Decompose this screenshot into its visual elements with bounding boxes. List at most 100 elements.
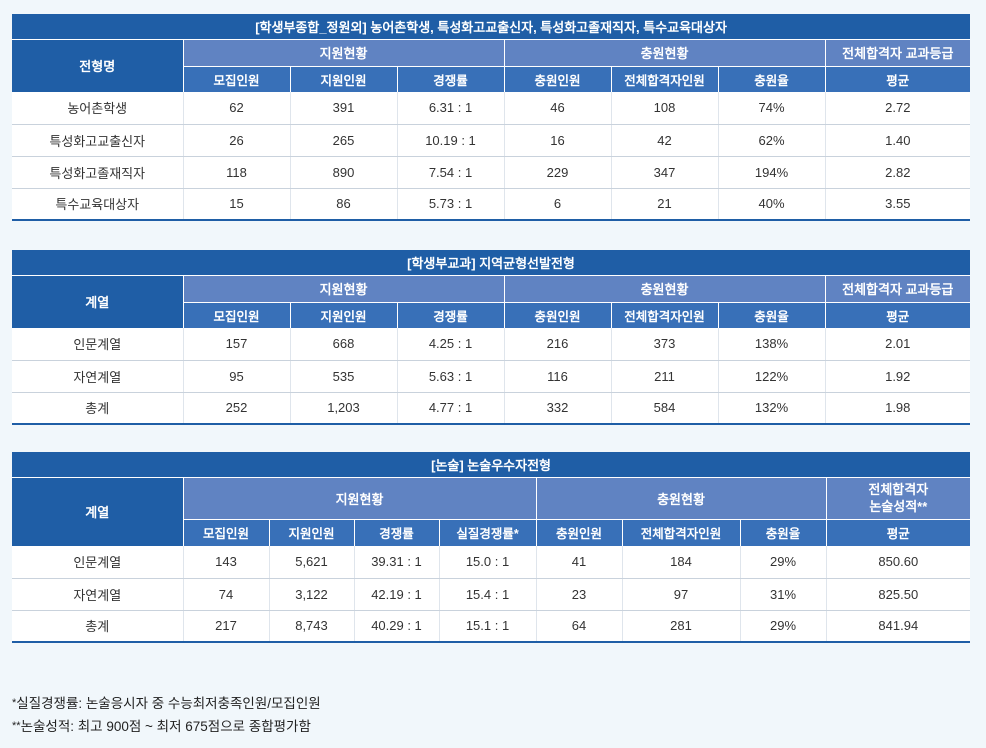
cell: 인문계열 <box>12 328 183 361</box>
cell: 40% <box>717 188 825 221</box>
subheader: 평균 <box>825 518 971 546</box>
cell: 116 <box>503 360 611 393</box>
subheader: 전체합격자인원 <box>610 301 718 328</box>
cell: 6.31 : 1 <box>396 92 504 125</box>
cell: 74% <box>717 92 825 125</box>
cell: 총계 <box>12 392 183 425</box>
cell: 6 <box>503 188 611 221</box>
group-header-fill: 충원현황 <box>535 476 826 519</box>
footnote-essay-score: **논술성적: 최고 900점 ~ 최저 675점으로 종합평가함 <box>12 715 321 738</box>
subheader: 충원율 <box>717 65 825 92</box>
cell: 217 <box>182 610 269 643</box>
cell: 62 <box>182 92 290 125</box>
cell: 97 <box>621 578 740 611</box>
cell: 1,203 <box>289 392 397 425</box>
cell: 인문계열 <box>12 546 183 579</box>
subheader: 전체합격자인원 <box>610 65 718 92</box>
table-row: 인문계열 143 5,621 39.31 : 1 15.0 : 1 41 184… <box>12 546 971 579</box>
cell: 29% <box>739 610 826 643</box>
group-header-applications: 지원현황 <box>182 38 504 66</box>
cell: 108 <box>610 92 718 125</box>
table-caption: [논술] 논술우수자전형 <box>12 452 971 477</box>
footnote-mark: * <box>12 697 17 709</box>
cell: 15.4 : 1 <box>438 578 536 611</box>
cell: 자연계열 <box>12 360 183 393</box>
cell: 95 <box>182 360 290 393</box>
table-row: 총계 217 8,743 40.29 : 1 15.1 : 1 64 281 2… <box>12 610 971 643</box>
cell: 10.19 : 1 <box>396 124 504 157</box>
subheader: 지원인원 <box>268 518 354 546</box>
cell: 143 <box>182 546 269 579</box>
footnotes: *실질경쟁률: 논술응시자 중 수능최저충족인원/모집인원 **논술성적: 최고… <box>12 692 321 738</box>
cell: 특성화고교출신자 <box>12 124 183 157</box>
cell: 4.77 : 1 <box>396 392 504 425</box>
cell: 특성화고졸재직자 <box>12 156 183 189</box>
cell: 841.94 <box>825 610 971 643</box>
cell: 40.29 : 1 <box>353 610 439 643</box>
cell: 4.25 : 1 <box>396 328 504 361</box>
cell: 29% <box>739 546 826 579</box>
cell: 21 <box>610 188 718 221</box>
cell: 890 <box>289 156 397 189</box>
cell: 229 <box>503 156 611 189</box>
subheader: 모집인원 <box>182 518 269 546</box>
cell: 391 <box>289 92 397 125</box>
subheader: 평균 <box>824 65 971 92</box>
subheader: 경쟁률 <box>396 301 504 328</box>
table-row: 특성화고교출신자 26 265 10.19 : 1 16 42 62% 1.40 <box>12 124 971 157</box>
cell: 2.72 <box>824 92 971 125</box>
cell: 2.01 <box>824 328 971 361</box>
cell: 138% <box>717 328 825 361</box>
cell: 157 <box>182 328 290 361</box>
subheader: 전체합격자인원 <box>621 518 740 546</box>
cell: 1.92 <box>824 360 971 393</box>
cell: 252 <box>182 392 290 425</box>
subheader: 지원인원 <box>289 301 397 328</box>
cell: 122% <box>717 360 825 393</box>
subheader: 충원율 <box>739 518 826 546</box>
cell: 26 <box>182 124 290 157</box>
cell: 5,621 <box>268 546 354 579</box>
cell: 16 <box>503 124 611 157</box>
table-row: 자연계열 95 535 5.63 : 1 116 211 122% 1.92 <box>12 360 971 393</box>
subheader: 충원인원 <box>535 518 622 546</box>
cell: 3.55 <box>824 188 971 221</box>
cell: 62% <box>717 124 825 157</box>
cell: 184 <box>621 546 740 579</box>
table-suppl-holistic: [학생부종합_정원외] 농어촌학생, 특성화고교출신자, 특성화고졸재직자, 특… <box>12 14 971 221</box>
subheader: 경쟁률 <box>396 65 504 92</box>
footnote-text: 실질경쟁률: 논술응시자 중 수능최저충족인원/모집인원 <box>16 696 321 711</box>
cell: 64 <box>535 610 622 643</box>
cell: 1.40 <box>824 124 971 157</box>
cell: 86 <box>289 188 397 221</box>
table-row: 자연계열 74 3,122 42.19 : 1 15.4 : 1 23 97 3… <box>12 578 971 611</box>
group-header-applications: 지원현황 <box>182 476 536 519</box>
cell: 850.60 <box>825 546 971 579</box>
cell: 211 <box>610 360 718 393</box>
cell: 8,743 <box>268 610 354 643</box>
table-row: 농어촌학생 62 391 6.31 : 1 46 108 74% 2.72 <box>12 92 971 125</box>
group-header-essay-line2: 논술성적** <box>869 499 928 514</box>
cell: 5.63 : 1 <box>396 360 504 393</box>
cell: 15.0 : 1 <box>438 546 536 579</box>
table-regional-balance: [학생부교과] 지역균형선발전형 계열 지원현황 충원현황 전체합격자 교과등급… <box>12 250 971 425</box>
subheader: 충원인원 <box>503 301 611 328</box>
cell: 7.54 : 1 <box>396 156 504 189</box>
table-row: 인문계열 157 668 4.25 : 1 216 373 138% 2.01 <box>12 328 971 361</box>
footnote-mark: ** <box>12 720 21 732</box>
subheader: 평균 <box>824 301 971 328</box>
row-header: 계열 <box>12 476 183 546</box>
table-row: 총계 252 1,203 4.77 : 1 332 584 132% 1.98 <box>12 392 971 425</box>
table-row: 특성화고졸재직자 118 890 7.54 : 1 229 347 194% 2… <box>12 156 971 189</box>
group-header-fill: 충원현황 <box>503 38 825 66</box>
table-caption: [학생부종합_정원외] 농어촌학생, 특성화고교출신자, 특성화고졸재직자, 특… <box>12 14 971 39</box>
cell: 총계 <box>12 610 183 643</box>
cell: 농어촌학생 <box>12 92 183 125</box>
table-essay: [논술] 논술우수자전형 계열 지원현황 충원현황 전체합격자 논술성적** 모… <box>12 452 971 643</box>
cell: 584 <box>610 392 718 425</box>
table-caption: [학생부교과] 지역균형선발전형 <box>12 250 971 275</box>
cell: 332 <box>503 392 611 425</box>
subheader: 충원인원 <box>503 65 611 92</box>
cell: 15 <box>182 188 290 221</box>
group-header-grade: 전체합격자 교과등급 <box>824 38 971 66</box>
